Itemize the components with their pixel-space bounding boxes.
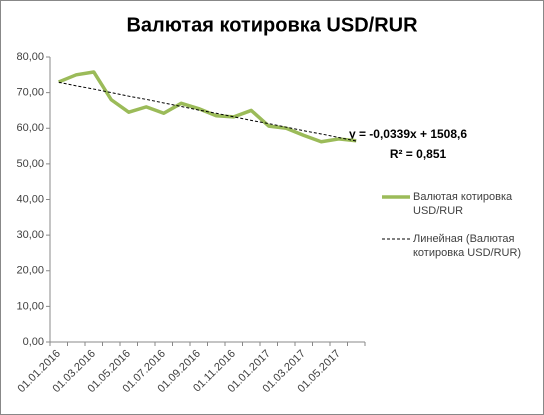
y-tick-label: 60,00: [16, 122, 44, 134]
y-tick-label: 40,00: [16, 193, 44, 205]
y-tick-label: 30,00: [16, 229, 44, 241]
legend-label: Валютая котировка USD/RUR: [413, 191, 513, 217]
y-tick-label: 0,00: [23, 336, 44, 348]
y-tick-label: 70,00: [16, 87, 44, 99]
r-squared: R² = 0,851: [390, 147, 447, 161]
y-tick-label: 50,00: [16, 158, 44, 170]
chart-title: Валютая котировка USD/RUR: [126, 14, 418, 36]
trendline-equation: y = -0,0339x + 1508,6: [349, 127, 467, 141]
y-tick-label: 20,00: [16, 265, 44, 277]
trendline: [58, 81, 357, 142]
y-tick-label: 80,00: [16, 51, 44, 63]
y-tick-label: 10,00: [16, 300, 44, 312]
series-line: [58, 70, 357, 144]
legend-label: Линейная (Валютая котировка USD/RUR): [413, 233, 522, 259]
